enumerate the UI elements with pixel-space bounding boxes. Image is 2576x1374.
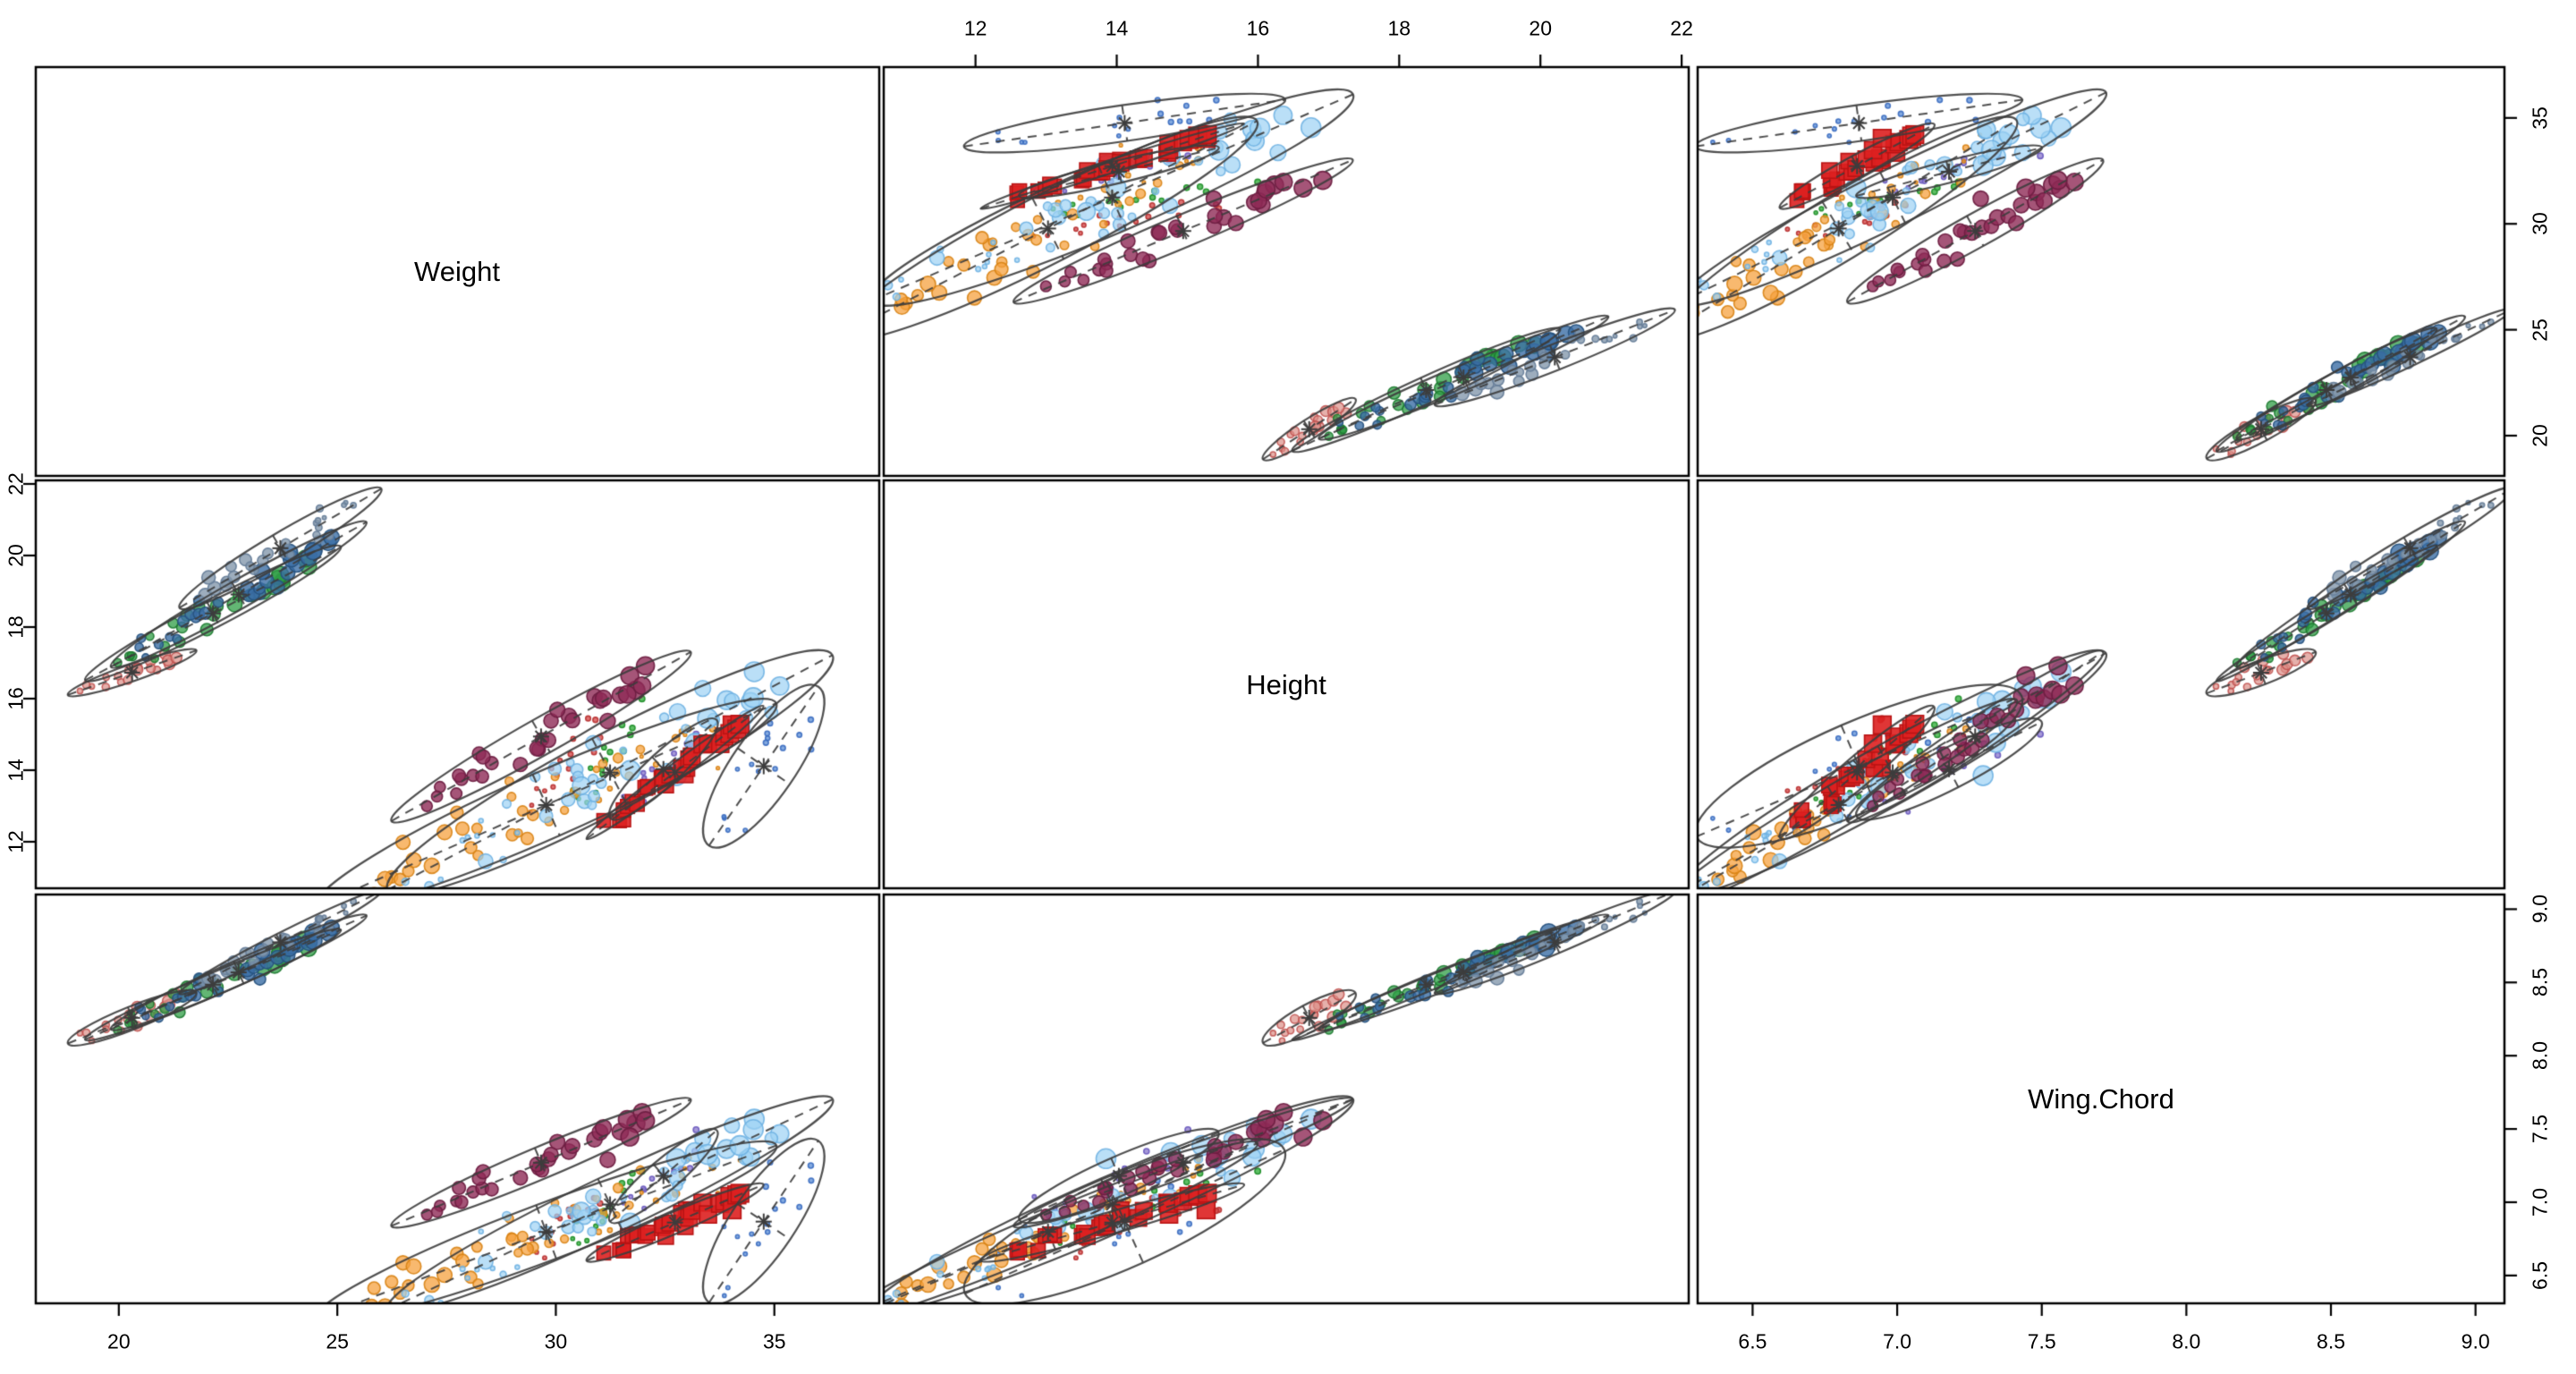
tick-label-left-height: 18 bbox=[4, 615, 28, 639]
tick-label-left-height: 12 bbox=[4, 830, 28, 853]
tick-label-bottom-weight: 30 bbox=[544, 1329, 568, 1353]
tick-label-top-height: 22 bbox=[1670, 16, 1693, 40]
tick-label-right-weight: 30 bbox=[2528, 212, 2552, 236]
tick-label-right-wing.chord: 7.5 bbox=[2528, 1115, 2552, 1144]
tick-label-top-height: 16 bbox=[1246, 16, 1270, 40]
tick-label-bottom-weight: 20 bbox=[107, 1329, 131, 1353]
tick-label-left-height: 20 bbox=[4, 544, 28, 567]
tick-label-bottom-weight: 35 bbox=[762, 1329, 786, 1353]
tick-label-bottom-wing.chord: 9.0 bbox=[2461, 1329, 2490, 1353]
tick-label-bottom-wing.chord: 7.5 bbox=[2027, 1329, 2056, 1353]
tick-label-top-height: 12 bbox=[963, 16, 987, 40]
diagonal-label-wing-chord: Wing.Chord bbox=[2028, 1083, 2174, 1115]
tick-label-left-height: 16 bbox=[4, 687, 28, 710]
tick-label-right-wing.chord: 7.0 bbox=[2528, 1187, 2552, 1217]
tick-label-right-wing.chord: 8.5 bbox=[2528, 968, 2552, 997]
tick-label-right-weight: 25 bbox=[2528, 318, 2552, 342]
tick-label-top-height: 20 bbox=[1529, 16, 1552, 40]
diagonal-label-weight: Weight bbox=[414, 256, 500, 287]
tick-label-right-weight: 20 bbox=[2528, 424, 2552, 447]
tick-label-right-wing.chord: 8.0 bbox=[2528, 1041, 2552, 1071]
tick-label-bottom-wing.chord: 8.5 bbox=[2317, 1329, 2346, 1353]
tick-label-right-weight: 35 bbox=[2528, 106, 2552, 130]
diagonal-label-height: Height bbox=[1246, 669, 1326, 700]
tick-label-left-height: 22 bbox=[4, 472, 28, 496]
tick-label-left-height: 14 bbox=[4, 759, 28, 782]
tick-label-right-wing.chord: 9.0 bbox=[2528, 895, 2552, 924]
tick-label-right-wing.chord: 6.5 bbox=[2528, 1260, 2552, 1290]
tick-label-bottom-wing.chord: 8.0 bbox=[2172, 1329, 2201, 1353]
tick-label-top-height: 18 bbox=[1387, 16, 1411, 40]
tick-label-bottom-wing.chord: 7.0 bbox=[1883, 1329, 1912, 1353]
tick-label-bottom-weight: 25 bbox=[326, 1329, 349, 1353]
tick-label-top-height: 14 bbox=[1105, 16, 1129, 40]
tick-label-bottom-wing.chord: 6.5 bbox=[1738, 1329, 1767, 1353]
